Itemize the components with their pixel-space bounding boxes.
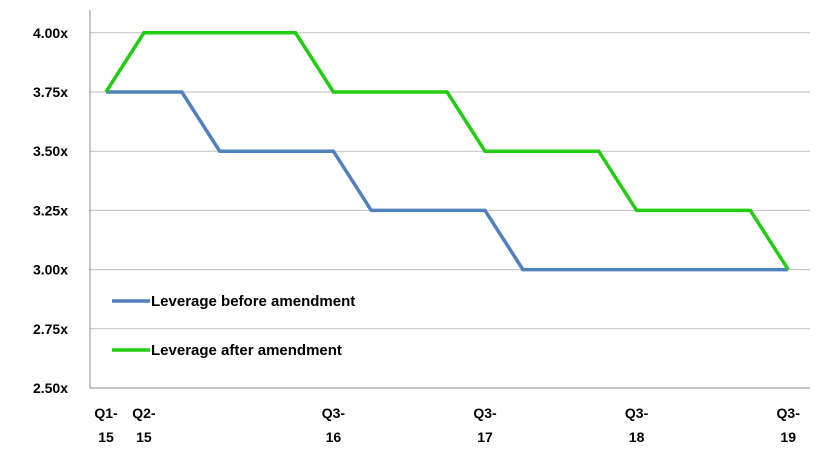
y-tick-label: 3.00x <box>33 262 68 278</box>
y-tick-label: 3.50x <box>33 143 68 159</box>
legend-label-after-amendment: Leverage after amendment <box>151 342 342 359</box>
x-tick-label: 18 <box>629 429 645 445</box>
y-tick-label: 3.75x <box>33 84 68 100</box>
x-tick-label: Q3- <box>473 405 497 421</box>
x-tick-label: Q2- <box>132 405 156 421</box>
y-tick-label: 3.25x <box>33 202 68 218</box>
legend-label-before-amendment: Leverage before amendment <box>151 293 355 310</box>
series-line-after-amendment <box>104 31 790 271</box>
y-tick-label: 4.00x <box>33 25 68 41</box>
x-tick-label: 16 <box>326 429 342 445</box>
y-tick-label: 2.50x <box>33 380 68 396</box>
x-tick-label: Q3- <box>777 405 801 421</box>
x-tick-label: Q1- <box>94 405 118 421</box>
x-tick-label: Q3- <box>625 405 649 421</box>
x-tick-label: 15 <box>136 429 152 445</box>
x-tick-label: Q3- <box>322 405 346 421</box>
x-tick-label: 15 <box>98 429 114 445</box>
x-tick-label: 17 <box>477 429 493 445</box>
series-line-before-amendment <box>106 90 789 272</box>
x-tick-label: 19 <box>780 429 796 445</box>
y-tick-label: 2.75x <box>33 321 68 337</box>
